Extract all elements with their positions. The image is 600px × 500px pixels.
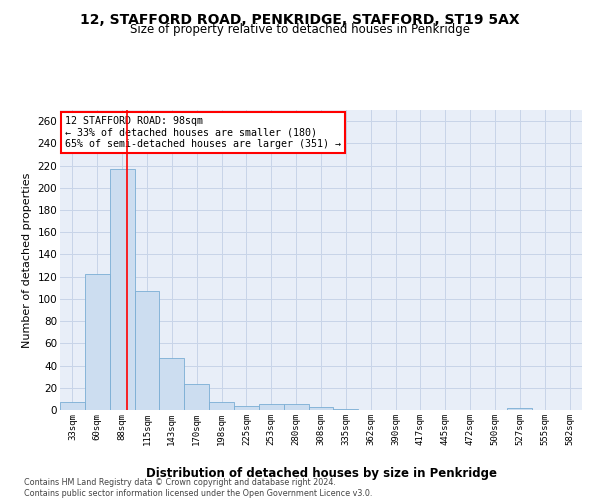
Bar [508,408,532,410]
Bar [110,169,134,410]
Bar [134,291,160,410]
Text: Contains HM Land Registry data © Crown copyright and database right 2024.
Contai: Contains HM Land Registry data © Crown c… [24,478,373,498]
Text: 12, STAFFORD ROAD, PENKRIDGE, STAFFORD, ST19 5AX: 12, STAFFORD ROAD, PENKRIDGE, STAFFORD, … [80,12,520,26]
Bar [308,406,334,410]
Bar [234,406,259,410]
Bar [209,402,234,410]
Bar [334,409,358,410]
Text: 12 STAFFORD ROAD: 98sqm
← 33% of detached houses are smaller (180)
65% of semi-d: 12 STAFFORD ROAD: 98sqm ← 33% of detache… [65,116,341,149]
Bar [160,358,184,410]
Text: Distribution of detached houses by size in Penkridge: Distribution of detached houses by size … [146,467,497,480]
Bar [184,384,209,410]
Bar [259,404,284,410]
Text: Size of property relative to detached houses in Penkridge: Size of property relative to detached ho… [130,22,470,36]
Y-axis label: Number of detached properties: Number of detached properties [22,172,32,348]
Bar [284,404,308,410]
Bar [60,402,85,410]
Bar [85,274,110,410]
